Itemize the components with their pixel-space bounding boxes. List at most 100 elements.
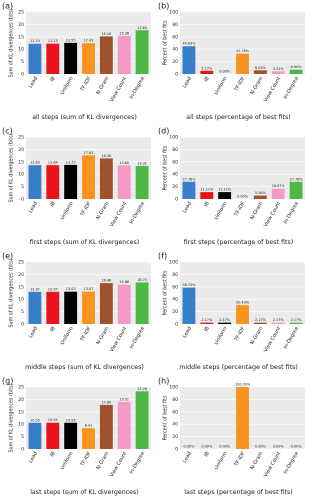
- x-tick-label: IB: [203, 450, 211, 458]
- value-label: 16.48: [101, 279, 111, 283]
- x-tick-label: TF-IDF: [79, 326, 93, 344]
- bar: [28, 422, 42, 449]
- value-label: 15.16: [101, 32, 111, 36]
- y-tick-label: 10: [18, 47, 24, 53]
- y-tick-label: 0: [175, 197, 178, 203]
- bar: [64, 164, 78, 199]
- x-tick-label: TF-IDF: [233, 451, 247, 469]
- y-axis-label: Percent of best fits: [163, 20, 169, 66]
- bar: [271, 188, 285, 199]
- x-tick-label: Uniform: [60, 326, 75, 346]
- value-label: 12.55: [66, 38, 76, 42]
- y-axis-label: Percent of best fits: [163, 270, 169, 316]
- bar: [82, 43, 95, 74]
- y-tick-label: 20: [18, 22, 24, 28]
- value-label: 2.17%: [291, 318, 303, 322]
- value-label: 13.03: [66, 287, 76, 291]
- bar: [28, 43, 42, 74]
- y-tick-label: 25: [18, 10, 24, 16]
- x-tick-label: View Count: [263, 201, 282, 229]
- bar: [135, 30, 149, 74]
- x-tick-label: IB: [49, 75, 57, 83]
- y-tick-label: 10: [18, 172, 24, 178]
- value-label: 2.17%: [255, 318, 267, 322]
- x-tick-label: TF-IDF: [79, 201, 93, 219]
- value-label: 13.60: [119, 161, 129, 165]
- value-label: 5.56%: [255, 191, 267, 195]
- x-tick-label: In-Degree: [129, 326, 147, 350]
- x-tick-label: Lead: [182, 201, 193, 214]
- y-axis-label: Percent of best fits: [163, 395, 169, 441]
- y-tick-label: 5: [21, 59, 24, 65]
- x-tick-label: View Count: [263, 326, 282, 354]
- bar: [99, 283, 113, 324]
- value-label: 0.00%: [201, 445, 213, 449]
- value-label: 16.75: [137, 278, 147, 282]
- bar: [99, 404, 113, 449]
- value-label: 17.63: [137, 26, 147, 30]
- chart-caption: all steps (sum of KL divergences): [32, 114, 137, 121]
- value-label: 27.78%: [182, 177, 196, 181]
- chart-caption: middle steps (sum of KL divergences): [25, 364, 144, 371]
- x-tick-label: View Count: [109, 201, 128, 229]
- x-tick-label: N-Gram: [95, 201, 110, 221]
- value-label: 10.55: [30, 418, 40, 422]
- bar: [28, 291, 42, 324]
- panel-label: (a): [2, 2, 13, 11]
- y-tick-label: 20: [172, 184, 178, 190]
- bar: [135, 165, 149, 199]
- y-tick-label: 80: [172, 22, 178, 28]
- bar: [117, 401, 131, 449]
- bar: [271, 71, 285, 74]
- value-label: 13.64: [48, 161, 58, 165]
- value-label: 15.36: [119, 31, 129, 35]
- value-label: 16.67%: [272, 184, 286, 188]
- bar: [271, 322, 285, 324]
- value-label: 0.00%: [184, 445, 196, 449]
- x-tick-label: Lead: [28, 326, 39, 339]
- chart-caption: last steps (percentage of best fits): [184, 489, 292, 496]
- y-tick-label: 20: [18, 272, 24, 278]
- bar: [289, 69, 303, 74]
- panel-label: (e): [2, 252, 13, 261]
- y-tick-label: 40: [172, 297, 178, 303]
- value-label: 6.03%: [255, 66, 267, 70]
- x-tick-label: View Count: [263, 451, 282, 479]
- x-tick-label: In-Degree: [283, 201, 301, 225]
- y-tick-label: 25: [18, 260, 24, 266]
- value-label: 13.75: [66, 160, 76, 164]
- bar: [82, 155, 95, 199]
- x-tick-label: IB: [203, 325, 211, 333]
- x-tick-label: View Count: [263, 76, 282, 104]
- value-label: 100.00%: [235, 383, 251, 387]
- chart-caption: last steps (sum of KL divergences): [30, 489, 139, 496]
- bar: [236, 387, 249, 449]
- y-tick-label: 20: [172, 59, 178, 65]
- x-tick-label: Uniform: [214, 326, 229, 346]
- y-tick-label: 15: [18, 284, 24, 290]
- bar: [200, 322, 214, 324]
- value-label: 5.17%: [201, 66, 213, 70]
- x-tick-label: N-Gram: [249, 201, 264, 221]
- value-label: 2.17%: [273, 318, 285, 322]
- x-tick-label: Lead: [28, 451, 39, 464]
- y-tick-label: 100: [169, 260, 178, 266]
- value-label: 12.23: [48, 39, 58, 43]
- x-tick-label: N-Gram: [249, 326, 264, 346]
- x-tick-label: Uniform: [60, 201, 75, 221]
- bar: [28, 165, 42, 199]
- value-label: 13.31: [137, 161, 147, 165]
- x-tick-label: TF-IDF: [233, 201, 247, 219]
- bar: [218, 192, 232, 199]
- bar: [253, 322, 267, 324]
- x-tick-label: N-Gram: [249, 451, 264, 471]
- y-tick-label: 80: [172, 397, 178, 403]
- bar: [82, 291, 95, 324]
- bar: [236, 305, 249, 324]
- bar: [253, 195, 267, 199]
- y-tick-label: 80: [172, 147, 178, 153]
- bar: [46, 291, 60, 324]
- value-label: 11.11%: [200, 188, 214, 192]
- y-tick-label: 10: [18, 297, 24, 303]
- y-tick-label: 0: [175, 72, 178, 78]
